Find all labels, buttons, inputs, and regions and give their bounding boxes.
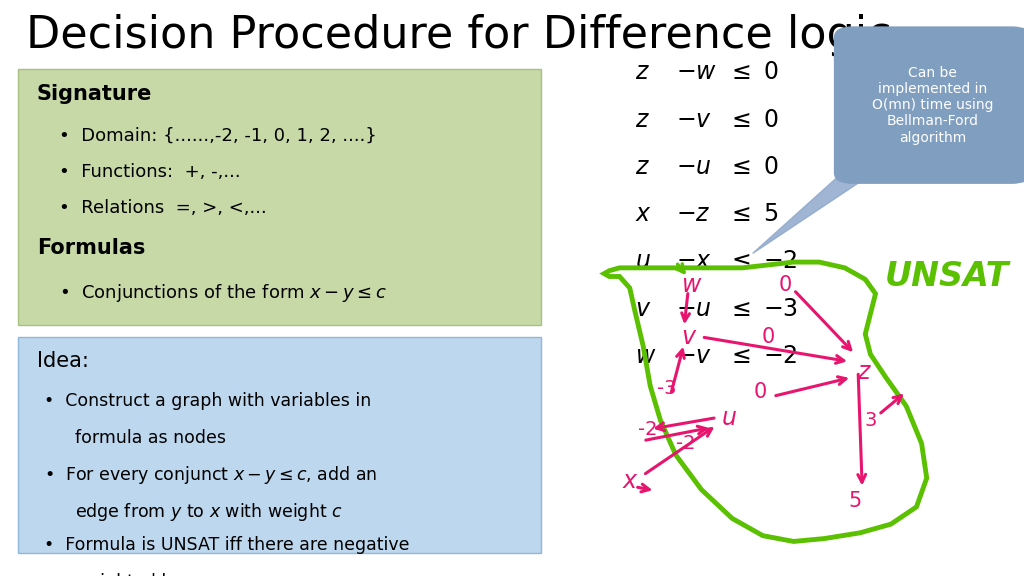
Text: 0: 0 (779, 275, 792, 295)
Text: $\leq$: $\leq$ (727, 108, 751, 132)
FancyBboxPatch shape (18, 337, 541, 553)
Text: $w$: $w$ (635, 344, 656, 368)
Text: $z$: $z$ (635, 60, 650, 85)
Text: -3: -3 (656, 380, 677, 398)
Text: $\leq$: $\leq$ (727, 344, 751, 368)
Text: Signature: Signature (37, 84, 153, 104)
Text: $-w$: $-w$ (676, 60, 717, 85)
Text: edge from $y$ to $x$ with weight $c$: edge from $y$ to $x$ with weight $c$ (75, 501, 342, 523)
Text: $z$: $z$ (635, 155, 650, 179)
Text: •  Domain: {......,-2, -1, 0, 1, 2, ....}: • Domain: {......,-2, -1, 0, 1, 2, ....} (59, 127, 377, 145)
Text: weighted loops: weighted loops (75, 573, 208, 576)
Text: $-2$: $-2$ (763, 344, 798, 368)
Text: Idea:: Idea: (37, 351, 89, 372)
Text: •  Construct a graph with variables in: • Construct a graph with variables in (44, 392, 372, 410)
Text: z: z (857, 359, 869, 384)
Text: $-v$: $-v$ (676, 108, 712, 132)
Text: $-3$: $-3$ (763, 297, 798, 321)
Text: $0$: $0$ (763, 155, 778, 179)
Text: $0$: $0$ (763, 108, 778, 132)
Text: $-z$: $-z$ (676, 202, 711, 226)
Text: $-2$: $-2$ (763, 249, 798, 274)
Text: $\leq$: $\leq$ (727, 202, 751, 226)
Text: $v$: $v$ (635, 297, 651, 321)
Text: Can be
implemented in
O(mn) time using
Bellman-Ford
algorithm: Can be implemented in O(mn) time using B… (871, 66, 993, 145)
FancyBboxPatch shape (18, 69, 541, 325)
Text: 3: 3 (864, 411, 877, 430)
Text: $-v$: $-v$ (676, 344, 712, 368)
Text: $\leq$: $\leq$ (727, 60, 751, 85)
Text: -2: -2 (676, 434, 696, 453)
Text: $z$: $z$ (635, 108, 650, 132)
Text: UNSAT: UNSAT (885, 260, 1010, 293)
Text: $\leq$: $\leq$ (727, 297, 751, 321)
Text: 5: 5 (849, 491, 861, 511)
Text: Formulas: Formulas (37, 238, 145, 259)
Text: •  For every conjunct $x - y \leq c$, add an: • For every conjunct $x - y \leq c$, add… (44, 464, 378, 486)
Text: u: u (722, 406, 736, 430)
Text: •  Conjunctions of the form $x - y \leq c$: • Conjunctions of the form $x - y \leq c… (59, 282, 387, 304)
Text: Decision Procedure for Difference logic: Decision Procedure for Difference logic (26, 14, 891, 58)
Text: 0: 0 (754, 382, 766, 401)
Text: v: v (681, 325, 695, 349)
Text: $0$: $0$ (763, 60, 778, 85)
Text: 0: 0 (762, 327, 774, 347)
Text: •  Functions:  +, -,...: • Functions: +, -,... (59, 163, 241, 181)
Text: $u$: $u$ (635, 249, 651, 274)
Text: $5$: $5$ (763, 202, 778, 226)
Text: $-u$: $-u$ (676, 297, 712, 321)
Text: x: x (623, 469, 637, 493)
Text: formula as nodes: formula as nodes (75, 429, 225, 447)
Text: •  Formula is UNSAT iff there are negative: • Formula is UNSAT iff there are negativ… (44, 536, 410, 554)
Text: -2: -2 (638, 420, 658, 438)
Text: $x$: $x$ (635, 202, 651, 226)
Text: $-u$: $-u$ (676, 155, 712, 179)
Text: •  Relations  =, >, <,...: • Relations =, >, <,... (59, 199, 267, 217)
Text: $-x$: $-x$ (676, 249, 712, 274)
Text: w: w (682, 273, 700, 297)
Text: $\leq$: $\leq$ (727, 249, 751, 274)
Text: $\leq$: $\leq$ (727, 155, 751, 179)
Polygon shape (753, 161, 891, 253)
FancyBboxPatch shape (835, 27, 1024, 183)
